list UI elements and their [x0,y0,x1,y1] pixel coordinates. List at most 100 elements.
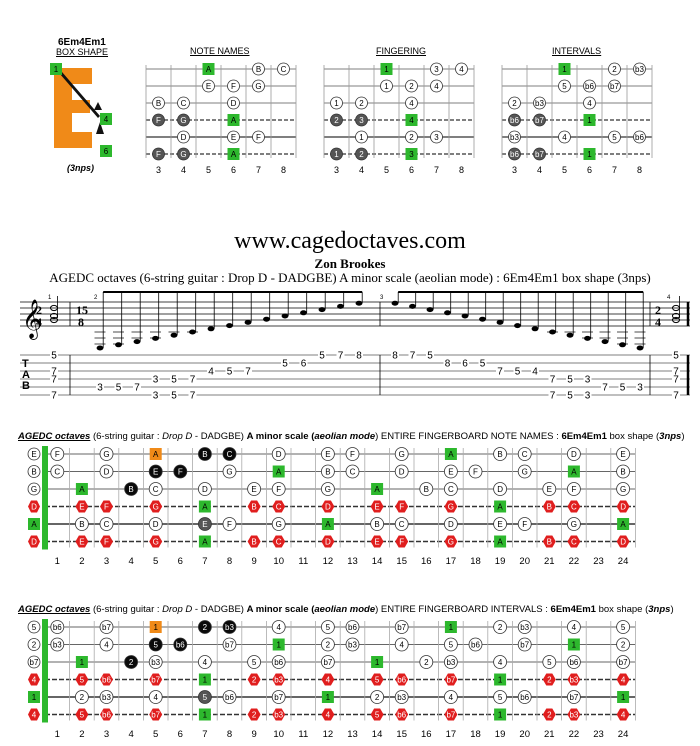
note-head [514,323,521,329]
fb1-title-part: ) [681,431,685,442]
time-sig-bottom: 8 [78,315,84,329]
root-marker [494,708,507,721]
note-marker [222,637,237,652]
fb2-title-part: ) [670,604,674,615]
root-marker [272,465,285,478]
mini-note-label: 1 [562,65,567,74]
note-label: C [153,485,159,494]
root-marker [149,448,162,460]
tab-number: 4 [532,367,538,378]
note-label: 1 [572,641,577,650]
note-label: F [276,485,281,494]
note-label: G [276,520,282,529]
note-marker [173,464,188,479]
note-label: 4 [498,658,503,667]
fretboard-intervals-title: AGEDC octaves (6-string guitar : Drop D … [18,604,674,615]
time-sig-bottom: 4 [655,315,661,329]
octave-marker [247,535,261,548]
tab-number-bg [548,375,557,383]
open-note-label: B [31,468,36,477]
mini-note-label: b3 [635,65,644,74]
mini-note-marker [152,147,165,161]
tab-number: 6 [462,359,468,370]
tab-number-bg [170,391,178,399]
mini-note-marker [252,130,265,144]
octave-marker [149,673,163,686]
note-label: b6 [569,658,578,667]
fret-number: 15 [396,556,407,567]
note-label: 2 [80,693,85,702]
tab-number: 3 [153,391,159,402]
note-head [152,335,159,341]
note-label: 4 [276,623,281,632]
note-label: A [620,520,626,529]
tab-number-bg [355,351,363,359]
mini-note-label: G [180,150,186,159]
fb2-title-part: box shape ( [595,604,649,615]
mini-note-label: 1 [587,150,592,159]
mini-note-label: 5 [562,82,567,91]
tab-number: 7 [550,391,556,402]
note-label: A [79,485,85,494]
note-label: b6 [53,623,62,632]
note-label: C [399,520,405,529]
box-shape-arrow-mid [94,102,102,110]
note-head [391,300,399,306]
tab-number: 7 [51,391,57,402]
fb1-title-part: - DADGBE) [192,431,247,442]
open-root-marker [28,691,40,703]
root-marker [198,673,211,686]
nut [42,619,48,723]
mini-note-marker [558,79,571,93]
mini-note-marker [583,79,596,93]
note-marker [616,620,630,634]
fret-number: 3 [104,729,109,740]
fret-number: 20 [519,729,530,740]
mini-note-marker [405,96,418,110]
note-label: b7 [397,623,406,632]
note-head [426,307,434,313]
note-label: 4 [326,711,331,720]
note-label: F [522,520,527,529]
fret-number: 5 [153,556,158,567]
note-label: 2 [129,658,134,667]
tab-letter: T [22,358,29,370]
note-marker [99,517,114,531]
tab-number-bg [618,383,627,391]
note-marker [493,655,508,669]
tab-number: 7 [497,367,503,378]
note-label: b3 [397,693,406,702]
subtitle: AGEDC octaves (6-string guitar : Drop D … [49,270,651,285]
octave-marker [100,708,113,721]
octave-marker [75,535,89,548]
note-label: b7 [520,641,529,650]
note-label: 5 [153,641,158,650]
note-label: 1 [203,676,208,685]
note-label: C [104,520,110,529]
note-label: A [374,485,380,494]
octave-marker [100,535,113,548]
mini-note-marker [633,130,646,144]
note-marker [616,655,630,669]
mini-note-label: A [231,116,237,125]
mini-note-marker [252,79,265,93]
note-marker [493,517,508,531]
note-label: 4 [399,641,404,650]
note-label: F [350,450,355,459]
fret-number: 12 [323,556,334,567]
note-marker [394,447,409,461]
fret-number: 24 [618,556,629,567]
note-label: 1 [498,676,503,685]
note-label: 4 [203,658,208,667]
note-marker [443,637,458,652]
note-label: 5 [203,693,208,702]
note-label: B [497,450,502,459]
mini-note-label: E [206,82,211,91]
note-label: B [251,538,256,547]
tab-number-bg [50,367,58,375]
octave-marker [272,500,286,513]
note-label: F [104,538,109,547]
note-marker [394,464,409,479]
note-label: 4 [153,693,158,702]
